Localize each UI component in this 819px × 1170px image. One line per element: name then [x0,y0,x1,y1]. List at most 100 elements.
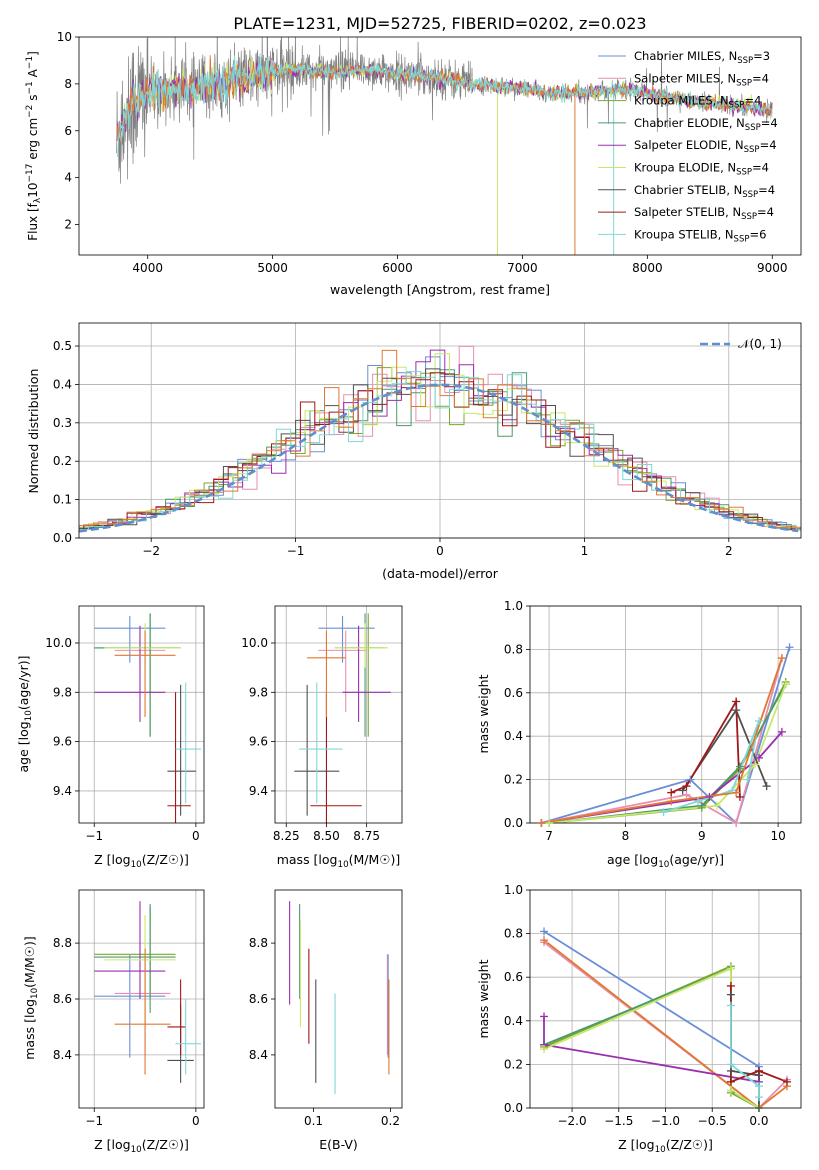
label-part: (age/yr)] [16,655,31,710]
legend-sub: SSP [736,78,752,88]
legend-suffix: =3 [753,49,770,63]
label-part: mass [log [277,852,338,867]
y-tick-label: 0.5 [53,339,72,353]
label-part: 10 [131,860,142,870]
series-line [730,1005,760,1098]
label-part: 10 [30,988,40,999]
plot-area [94,613,201,823]
y-axis-label: Flux [fλ10−17 erg cm−2 s−1 A−1] [25,51,43,241]
legend-suffix: =4 [760,138,777,152]
x-tick-label: −1 [85,1114,103,1128]
legend-label: Chabrier STELIB, N [634,183,742,197]
legend-label: Kroupa STELIB, N [634,227,734,241]
x-tick-label: 1 [581,544,589,558]
y-tick-label: 10.0 [45,636,72,650]
legend-entry: Salpeter MILES, NSSP=4 [634,71,769,88]
label-part: Z [log [94,852,130,867]
x-axis-label: age [log10​(age/yr)] [607,852,724,870]
y-tick-label: 8.4 [53,1048,72,1062]
y-tick-label: 9.4 [53,784,72,798]
y-tick-label: 0.4 [504,729,523,743]
label-part: 10 [24,710,34,721]
y-tick-label: 2 [64,218,72,232]
legend-suffix: =4 [757,205,774,219]
y-tick-label: 0.8 [504,927,523,941]
series-line [670,698,741,798]
x-tick-label: 0.0 [749,1114,768,1128]
x-tick-label: −1 [287,544,305,558]
x-tick-label: 0 [436,544,444,558]
legend-entry: Chabrier STELIB, NSSP=4 [634,183,775,200]
label-part: E(B-V) [319,1137,358,1152]
series-line [541,731,783,823]
x-tick-label: −1 [85,829,103,843]
panel-spectrum: 4000 5000 6000 7000 8000 9000 2 4 6 8 10 wavelength… [25,30,802,297]
plot-area [94,901,201,1083]
label-part: (Z/Z☉)] [142,1137,189,1152]
y-tick-label: 0.2 [504,1057,523,1071]
x-tick-label: −1.0 [651,1114,680,1128]
y-axis-label-part: −2 [25,105,35,118]
histogram-step-line [79,371,801,530]
legend-label: Chabrier MILES, N [634,49,737,63]
panel-mass_vs_ebv: 0.1 0.2 8.4 8.6 8.8 E(B-V) [249,889,403,1152]
label-part: (age/yr)] [669,852,724,867]
label-part: mass [log [22,999,37,1060]
x-tick-label: −0.5 [698,1114,727,1128]
axes-frame [78,36,802,256]
panel-massweight_vs_age: 7 8 9 10 0.0 0.2 0.4 0.6 0.8 1.0 age [log10​(age/y… [476,599,802,870]
y-axis-label: Normed distribution [26,369,41,494]
legend-sub: SSP [741,212,757,222]
legend-entry: 𝒩(0, 1) [738,337,782,351]
y-tick-label: 8 [64,77,72,91]
label-part: (Z/Z☉)] [666,1137,713,1152]
plot-area [543,930,788,1108]
series-line [543,941,788,1108]
label-part: Z [log [94,1137,130,1152]
x-tick-label: 0 [192,829,200,843]
x-tick-label: 8.50 [313,829,340,843]
legend-entry: Kroupa MILES, NSSP=4 [634,94,761,111]
label-part: age [log [607,852,658,867]
y-tick-label: 9.6 [53,735,72,749]
series-line [541,657,783,823]
label-part: (M/M☉)] [349,852,401,867]
y-tick-label: 10 [57,30,72,44]
legend-entry: Salpeter STELIB, NSSP=4 [634,205,774,222]
y-tick-label: 6 [64,124,72,138]
y-tick-label: 0.6 [504,970,523,984]
legend-sub: SSP [742,190,758,200]
y-axis-label-part: s [26,95,40,105]
y-tick-label: 0.6 [504,686,523,700]
legend-suffix: =4 [744,94,761,108]
axes-frame [274,605,403,824]
y-axis-label: mass weight [476,959,491,1038]
x-tick-label: −2 [142,544,160,558]
label-part: (Z/Z☉)] [142,852,189,867]
panel-massweight_vs_Z: −2.0 −1.5 −1.0 −0.5 0.0 0.0 0.2 0.4 0.6 0.8 1.0 Z [… [476,883,802,1155]
label-part: 10 [338,860,349,870]
plot-area [116,37,773,255]
axes-frame [274,889,403,1109]
series-line [541,657,783,823]
x-axis-label: E(B-V) [319,1137,358,1152]
axes-frame [529,605,802,824]
legend-suffix: =4 [758,183,775,197]
x-tick-label: −1.5 [604,1114,633,1128]
y-tick-label: 0.1 [53,493,72,507]
y-tick-label: 8.8 [249,936,268,950]
x-tick-label: 10 [770,829,785,843]
legend-sub: SSP [736,168,752,178]
y-tick-label: 0.4 [504,1014,523,1028]
y-tick-label: 0.4 [53,377,72,391]
legend-suffix: =4 [761,116,778,130]
legend-entry: Salpeter ELODIE, NSSP=4 [634,138,777,155]
legend-sub: SSP [729,101,745,111]
y-axis-label-part: −1 [25,81,35,94]
panel-residuals: −2 −1 0 1 2 0.0 0.1 0.2 0.3 0.4 0.5 (data-model)/er… [26,322,802,581]
y-axis-label-part: 10 [26,183,40,198]
y-tick-label: 0.8 [504,642,523,656]
legend-suffix: =6 [749,227,766,241]
panel-age_vs_Z: −1 0 9.4 9.6 9.8 10.0 Z [log10​(Z/Z☉)] age [log… [16,605,205,870]
